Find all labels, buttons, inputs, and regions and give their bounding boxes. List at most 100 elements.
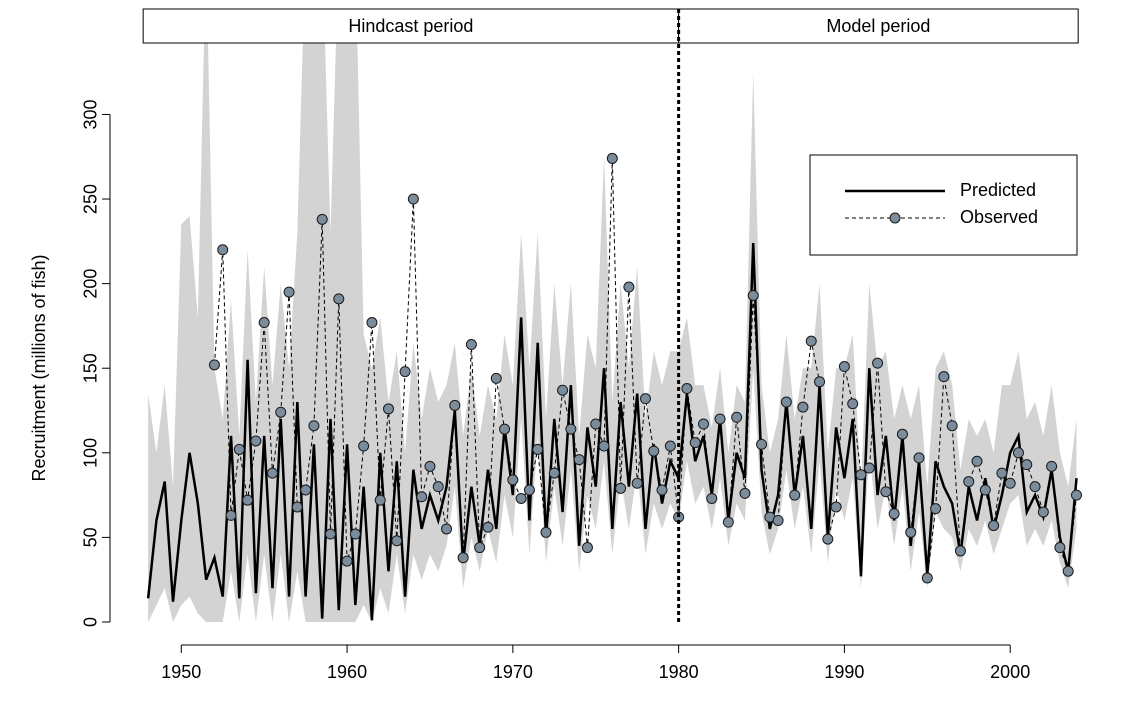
y-tick-label: 200 (81, 269, 101, 299)
x-tick-label: 1950 (161, 662, 201, 682)
y-tick-label: 100 (81, 438, 101, 468)
observed-point (631, 477, 643, 489)
x-tick-label: 1990 (824, 662, 864, 682)
observed-point (1054, 542, 1066, 554)
observed-point (805, 335, 817, 347)
observed-point (242, 494, 254, 506)
observed-point (217, 244, 229, 256)
observed-point (756, 438, 768, 450)
legend-marker (889, 212, 901, 224)
legend-label: Predicted (960, 180, 1036, 200)
observed-point (880, 486, 892, 498)
observed-point (838, 361, 850, 373)
observed-point (225, 509, 237, 521)
x-tick-label: 1960 (327, 662, 367, 682)
observed-point (747, 289, 759, 301)
observed-point (963, 476, 975, 488)
y-axis-label: Recruitment (millions of fish) (29, 254, 49, 481)
observed-point (714, 413, 726, 425)
observed-point (1012, 447, 1024, 459)
observed-point (797, 401, 809, 413)
observed-point (706, 492, 718, 504)
observed-point (623, 281, 635, 293)
observed-point (275, 406, 287, 418)
observed-point (731, 411, 743, 423)
observed-point (872, 357, 884, 369)
observed-point (532, 443, 544, 455)
observed-point (1021, 459, 1033, 471)
observed-point (780, 396, 792, 408)
observed-point (449, 399, 461, 411)
observed-point (407, 193, 419, 205)
observed-point (291, 501, 303, 513)
observed-point (979, 484, 991, 496)
observed-point (316, 213, 328, 225)
x-tick-label: 1980 (659, 662, 699, 682)
observed-point (772, 514, 784, 526)
observed-point (349, 528, 361, 540)
observed-point (689, 437, 701, 449)
observed-point (896, 428, 908, 440)
observed-point (988, 520, 1000, 532)
observed-point (324, 528, 336, 540)
observed-point (656, 484, 668, 496)
observed-point (490, 372, 502, 384)
observed-point (358, 440, 370, 452)
observed-point (697, 418, 709, 430)
observed-point (664, 440, 676, 452)
observed-point (722, 516, 734, 528)
observed-point (739, 487, 751, 499)
period-label: Hindcast period (348, 16, 473, 36)
y-tick-label: 250 (81, 184, 101, 214)
observed-point (399, 366, 411, 378)
observed-point (1071, 489, 1083, 501)
observed-point (888, 508, 900, 520)
y-tick-label: 0 (81, 617, 101, 627)
observed-point (416, 491, 428, 503)
observed-point (366, 317, 378, 329)
observed-point (499, 423, 511, 435)
legend-box (809, 154, 1078, 256)
observed-point (590, 418, 602, 430)
observed-point (432, 481, 444, 493)
observed-point (971, 455, 983, 467)
observed-point (308, 420, 320, 432)
observed-point (789, 489, 801, 501)
observed-point (465, 339, 477, 351)
legend-label: Observed (960, 207, 1038, 227)
observed-point (515, 492, 527, 504)
observed-point (573, 454, 585, 466)
y-tick-label: 50 (81, 527, 101, 547)
observed-point (606, 152, 618, 164)
observed-point (921, 572, 933, 584)
observed-point (1029, 481, 1041, 493)
observed-point (847, 398, 859, 410)
observed-point (681, 383, 693, 395)
observed-point (996, 467, 1008, 479)
observed-point (822, 533, 834, 545)
observed-point (863, 462, 875, 474)
observed-point (557, 384, 569, 396)
observed-point (300, 484, 312, 496)
x-tick-label: 2000 (990, 662, 1030, 682)
plot-area (146, 43, 1083, 622)
observed-point (441, 523, 453, 535)
y-tick-label: 150 (81, 353, 101, 383)
observed-point (1062, 565, 1074, 577)
y-tick-label: 300 (81, 99, 101, 129)
observed-point (391, 535, 403, 547)
observed-point (474, 542, 486, 554)
observed-point (938, 371, 950, 383)
observed-point (905, 526, 917, 538)
observed-point (639, 393, 651, 405)
x-tick-label: 1970 (493, 662, 533, 682)
observed-point (258, 317, 270, 329)
observed-point (424, 460, 436, 472)
period-label: Model period (826, 16, 930, 36)
observed-point (540, 526, 552, 538)
observed-point (954, 545, 966, 557)
observed-point (946, 420, 958, 432)
observed-point (615, 482, 627, 494)
observed-point (266, 467, 278, 479)
